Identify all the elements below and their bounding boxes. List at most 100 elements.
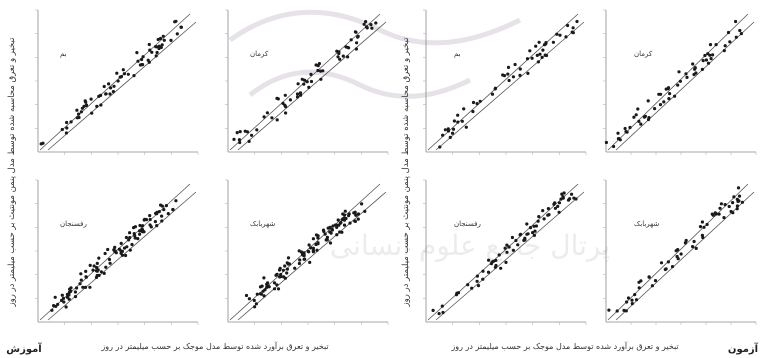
- data-point: [538, 52, 542, 56]
- data-point: [52, 304, 56, 308]
- data-point: [475, 274, 479, 278]
- data-point: [691, 62, 695, 66]
- data-point: [705, 222, 709, 227]
- data-point: [441, 310, 445, 315]
- data-point: [75, 286, 79, 290]
- data-point: [115, 71, 119, 75]
- data-point: [107, 257, 112, 262]
- data-point: [295, 92, 300, 96]
- data-point: [297, 249, 301, 253]
- data-point: [50, 308, 54, 312]
- data-point: [504, 260, 508, 264]
- data-point: [284, 111, 288, 115]
- data-point: [309, 79, 314, 84]
- station-label: بم: [60, 50, 67, 58]
- data-point: [88, 285, 92, 289]
- data-point: [316, 68, 320, 73]
- data-point: [481, 269, 485, 273]
- data-point: [122, 72, 126, 76]
- data-point: [557, 201, 562, 205]
- data-point: [431, 308, 435, 312]
- data-point: [528, 49, 532, 53]
- data-point: [625, 130, 629, 134]
- data-point: [639, 279, 643, 283]
- data-point: [503, 246, 507, 250]
- data-point: [678, 79, 683, 83]
- data-point: [676, 248, 680, 252]
- data-point: [553, 206, 558, 210]
- station-label: کرمان: [250, 50, 269, 58]
- fit-line: [615, 21, 755, 151]
- data-point: [532, 233, 537, 237]
- data-point: [114, 251, 118, 255]
- data-point: [476, 284, 481, 288]
- data-point: [362, 22, 366, 26]
- data-point: [348, 221, 352, 225]
- data-point: [95, 104, 99, 108]
- y-axis-label-right: تبخیر و تعرق محاسبه شده توسط مدل پنمن مو…: [401, 37, 411, 308]
- data-point: [328, 225, 332, 229]
- data-point: [124, 253, 128, 258]
- data-point: [148, 48, 152, 52]
- y-axis-label-left: تبخیر و تعرق محاسبه شده توسط مدل پنمن مو…: [7, 37, 17, 308]
- data-point: [128, 248, 132, 252]
- data-point: [65, 126, 69, 130]
- data-point: [363, 209, 367, 213]
- data-point: [542, 217, 546, 221]
- data-point: [336, 55, 340, 59]
- data-point: [330, 227, 334, 231]
- data-point: [653, 107, 657, 111]
- data-point: [337, 51, 341, 56]
- data-point: [633, 293, 637, 297]
- data-point: [346, 55, 350, 59]
- data-point: [343, 209, 347, 213]
- data-point: [612, 144, 616, 149]
- x-axis-label-right: تبخیر و تعرق برآورد شده توسط مدل موجک بر…: [450, 341, 678, 351]
- data-point: [155, 50, 159, 55]
- data-point: [83, 285, 88, 289]
- one-to-one-line: [427, 13, 579, 151]
- data-point: [490, 92, 495, 96]
- data-point: [736, 186, 741, 190]
- data-point: [283, 93, 287, 97]
- data-point: [516, 243, 520, 247]
- data-point: [99, 270, 103, 274]
- data-point: [65, 120, 69, 125]
- data-point: [353, 219, 357, 223]
- data-point: [95, 261, 99, 265]
- data-point: [471, 109, 475, 114]
- data-point: [574, 197, 578, 201]
- data-point: [158, 36, 163, 41]
- data-point: [60, 298, 64, 302]
- data-point: [265, 111, 269, 115]
- data-point: [266, 281, 270, 285]
- one-to-one-line: [39, 13, 191, 151]
- data-point: [104, 92, 108, 96]
- data-point: [355, 41, 359, 45]
- data-point: [77, 112, 81, 116]
- data-point: [138, 63, 142, 67]
- data-point: [90, 111, 94, 115]
- data-point: [288, 98, 292, 102]
- data-point: [97, 256, 101, 260]
- data-point: [341, 54, 345, 58]
- data-point: [119, 75, 123, 79]
- data-point: [338, 230, 342, 234]
- data-point: [124, 235, 128, 240]
- data-point: [497, 253, 501, 257]
- data-point: [646, 117, 651, 122]
- data-point: [109, 86, 113, 90]
- data-point: [726, 30, 731, 35]
- panel-6: کرمان: [603, 9, 757, 155]
- data-point: [107, 82, 111, 86]
- one-to-one-line: [607, 13, 749, 151]
- data-point: [79, 272, 83, 276]
- data-point: [728, 40, 732, 44]
- group-label-training: آموزش: [6, 342, 42, 355]
- data-point: [537, 215, 541, 219]
- panel-1: بم: [35, 9, 199, 155]
- data-point: [255, 128, 259, 132]
- data-point: [673, 94, 677, 98]
- data-point: [335, 233, 339, 237]
